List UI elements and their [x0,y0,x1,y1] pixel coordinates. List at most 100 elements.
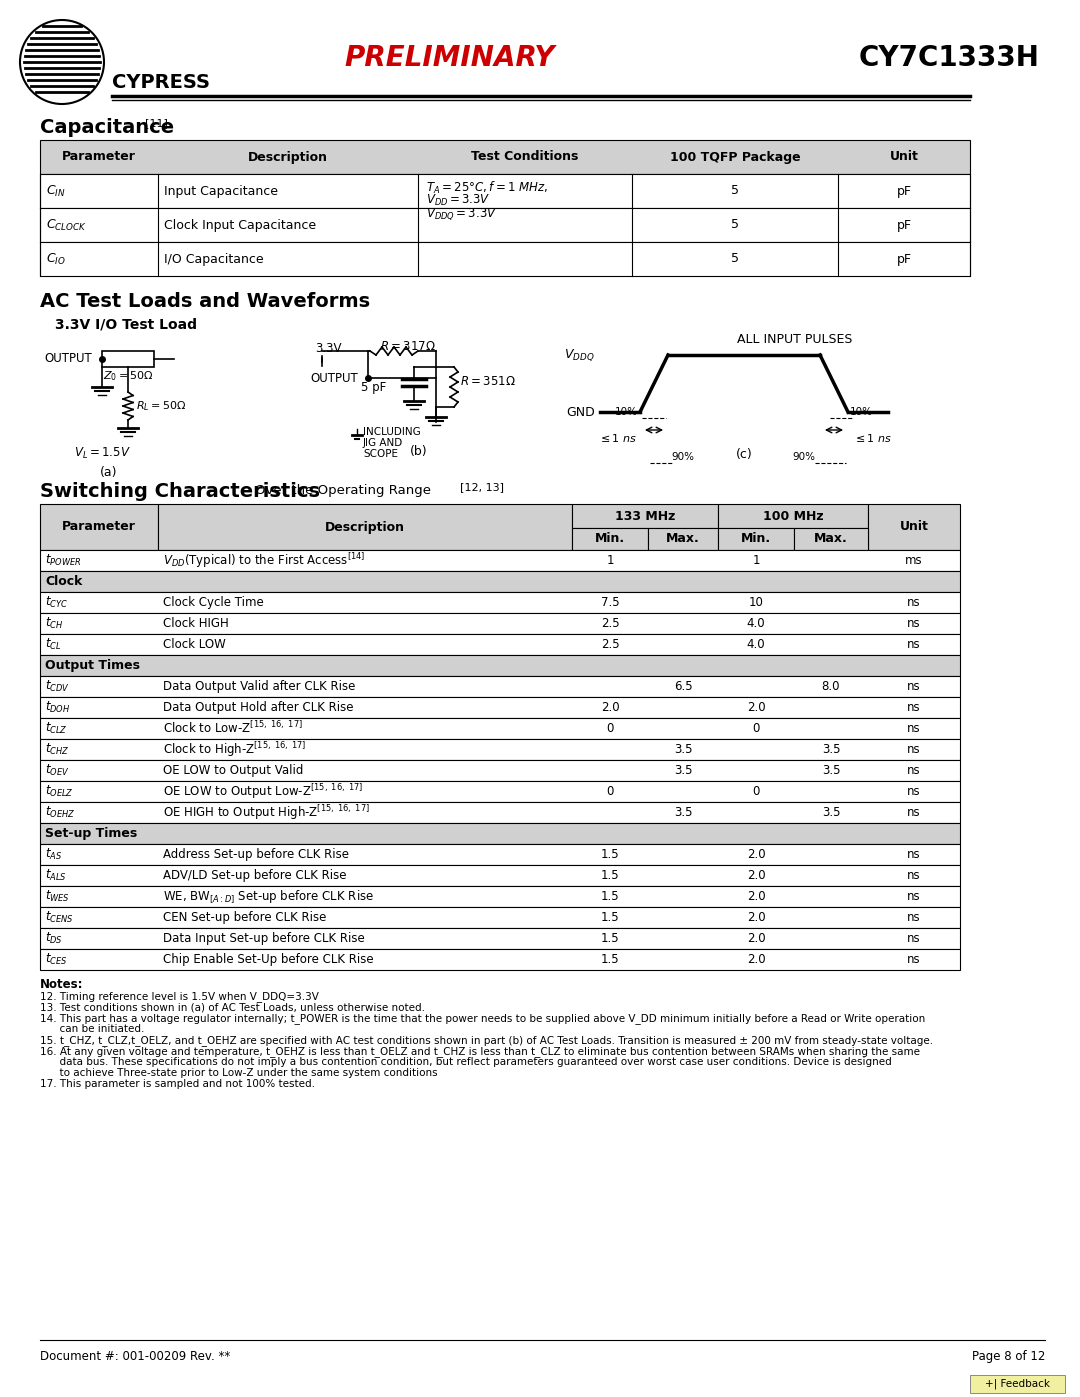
Bar [40,802,960,823]
Text: $V_{DDQ}=3.3V$: $V_{DDQ}=3.3V$ [426,205,497,222]
Text: $t_{CENS}$: $t_{CENS}$ [45,909,73,925]
Bar [40,865,960,886]
Bar [40,886,960,907]
Text: Clock Cycle Time: Clock Cycle Time [163,597,264,609]
Text: 3.5: 3.5 [822,743,840,756]
Text: 4.0: 4.0 [746,638,766,651]
Bar [40,634,960,655]
Text: JIG AND: JIG AND [363,439,403,448]
Text: ns: ns [907,764,921,777]
Bar [970,1375,1065,1393]
Text: Unit: Unit [900,521,929,534]
Text: 6.5: 6.5 [674,680,692,693]
Text: to achieve Three-state prior to Low-Z under the same system conditions: to achieve Three-state prior to Low-Z un… [40,1067,437,1078]
Text: Clock: Clock [45,576,82,588]
Text: Capacitance: Capacitance [40,117,174,137]
Text: $t_{CYC}$: $t_{CYC}$ [45,595,68,610]
Text: Parameter: Parameter [62,151,136,163]
Text: OE LOW to Output Valid: OE LOW to Output Valid [163,764,303,777]
Text: CY7C1333H: CY7C1333H [859,43,1040,73]
Text: ns: ns [907,638,921,651]
Text: 100 TQFP Package: 100 TQFP Package [670,151,800,163]
Text: $t_{CES}$: $t_{CES}$ [45,951,68,967]
Text: Clock LOW: Clock LOW [163,638,226,651]
Text: $t_{CDV}$: $t_{CDV}$ [45,679,70,694]
Text: 14. This part has a voltage regulator internally; t_POWER is the time that the p: 14. This part has a voltage regulator in… [40,1013,926,1024]
Text: 5: 5 [731,184,739,197]
Text: 5: 5 [731,253,739,265]
Text: 3.5: 3.5 [822,764,840,777]
Bar [40,781,960,802]
Text: 12. Timing reference level is 1.5V when V_DDQ=3.3V: 12. Timing reference level is 1.5V when … [40,990,319,1002]
Bar [40,823,960,844]
Text: 2.5: 2.5 [600,638,619,651]
Text: (b): (b) [410,446,428,458]
Text: 10%: 10% [850,407,873,416]
Text: Test Conditions: Test Conditions [471,151,579,163]
Text: Unit: Unit [890,151,918,163]
Text: $V_{DDQ}$: $V_{DDQ}$ [565,346,595,363]
Text: $R_L = 50\Omega$: $R_L = 50\Omega$ [136,400,186,414]
Text: SCOPE: SCOPE [363,448,399,460]
Text: OE LOW to Output Low-Z$^{[15,\ 16,\ 17]}$: OE LOW to Output Low-Z$^{[15,\ 16,\ 17]}… [163,782,363,800]
Text: 10%: 10% [615,407,638,416]
Bar [40,140,970,175]
Text: $t_{CH}$: $t_{CH}$ [45,616,64,631]
Text: 16. At any given voltage and temperature, t_OEHZ is less than t_OELZ and t_CHZ i: 16. At any given voltage and temperature… [40,1046,920,1058]
Text: Document #: 001-00209 Rev. **: Document #: 001-00209 Rev. ** [40,1350,230,1363]
Bar [40,592,960,613]
Text: 100 MHz: 100 MHz [762,510,823,522]
Bar [40,242,970,277]
Text: 5: 5 [731,218,739,232]
Text: 1.5: 1.5 [600,932,619,944]
Bar [40,844,960,865]
Text: $t_{WES}$: $t_{WES}$ [45,888,70,904]
Text: $C_{IO}$: $C_{IO}$ [46,251,66,267]
Bar [40,655,960,676]
Text: $t_{AS}$: $t_{AS}$ [45,847,63,862]
Bar [40,504,158,550]
Bar [102,351,154,367]
Text: $t_{CLZ}$: $t_{CLZ}$ [45,721,68,736]
Text: 1.5: 1.5 [600,848,619,861]
Text: 1: 1 [753,555,759,567]
Text: 10: 10 [748,597,764,609]
Bar [648,528,718,550]
Text: Clock to High-Z$^{[15,\ 16,\ 17]}$: Clock to High-Z$^{[15,\ 16,\ 17]}$ [163,740,307,759]
Text: 0: 0 [606,722,613,735]
Text: (a): (a) [100,467,118,479]
Text: 3.3V: 3.3V [315,342,341,355]
Text: OE HIGH to Output High-Z$^{[15,\ 16,\ 17]}$: OE HIGH to Output High-Z$^{[15,\ 16,\ 17… [163,803,369,821]
Text: CEN Set-up before CLK Rise: CEN Set-up before CLK Rise [163,911,326,923]
Text: 2.0: 2.0 [746,848,766,861]
Text: Description: Description [325,521,405,534]
Text: $t_{OELZ}$: $t_{OELZ}$ [45,784,73,799]
Text: $t_{POWER}$: $t_{POWER}$ [45,553,81,569]
Text: (c): (c) [735,448,753,461]
Text: Clock HIGH: Clock HIGH [163,617,229,630]
Text: 3.5: 3.5 [674,743,692,756]
Text: $\leq 1\ ns$: $\leq 1\ ns$ [598,432,637,444]
Bar [572,504,718,528]
Bar [158,504,572,550]
Text: can be initiated.: can be initiated. [40,1024,145,1034]
Text: $t_{OEHZ}$: $t_{OEHZ}$ [45,805,76,820]
Text: 1: 1 [606,555,613,567]
Text: Min.: Min. [595,532,625,545]
Text: $t_{OEV}$: $t_{OEV}$ [45,763,69,778]
Text: 8.0: 8.0 [822,680,840,693]
Text: Chip Enable Set-Up before CLK Rise: Chip Enable Set-Up before CLK Rise [163,953,374,965]
Text: 2.0: 2.0 [746,911,766,923]
Bar [40,718,960,739]
Text: Data Output Valid after CLK Rise: Data Output Valid after CLK Rise [163,680,355,693]
Text: 1.5: 1.5 [600,911,619,923]
Text: 2.0: 2.0 [746,932,766,944]
Text: $R = 317\Omega$: $R = 317\Omega$ [380,339,435,353]
Text: ADV/LD Set-up before CLK Rise: ADV/LD Set-up before CLK Rise [163,869,347,882]
Text: [12, 13]: [12, 13] [460,482,504,492]
Text: ns: ns [907,848,921,861]
Text: ALL INPUT PULSES: ALL INPUT PULSES [738,332,853,346]
Bar [40,928,960,949]
Text: 2.0: 2.0 [746,701,766,714]
Text: Max.: Max. [666,532,700,545]
